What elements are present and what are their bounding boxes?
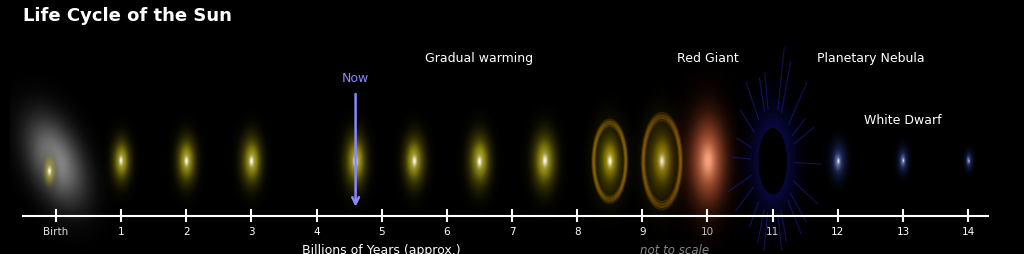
Text: Billions of Years (approx.): Billions of Years (approx.) (302, 244, 461, 254)
Text: 10: 10 (701, 227, 714, 236)
Text: Life Cycle of the Sun: Life Cycle of the Sun (24, 7, 232, 25)
Text: Birth: Birth (43, 227, 69, 236)
Text: 8: 8 (573, 227, 581, 236)
Text: Now: Now (342, 72, 370, 85)
Text: 11: 11 (766, 227, 779, 236)
Text: 9: 9 (639, 227, 646, 236)
Text: 4: 4 (313, 227, 319, 236)
Text: 7: 7 (509, 227, 515, 236)
Text: not to scale: not to scale (640, 244, 710, 254)
Text: 6: 6 (443, 227, 451, 236)
Circle shape (759, 129, 786, 194)
Text: 2: 2 (183, 227, 189, 236)
Text: Gradual warming: Gradual warming (425, 52, 534, 65)
Text: White Dwarf: White Dwarf (864, 114, 942, 127)
Text: 14: 14 (962, 227, 975, 236)
Text: 13: 13 (896, 227, 909, 236)
Text: 12: 12 (831, 227, 845, 236)
Text: 1: 1 (118, 227, 124, 236)
Text: Planetary Nebula: Planetary Nebula (816, 52, 925, 65)
Text: 3: 3 (248, 227, 255, 236)
Text: Red Giant: Red Giant (677, 52, 738, 65)
Text: 5: 5 (378, 227, 385, 236)
